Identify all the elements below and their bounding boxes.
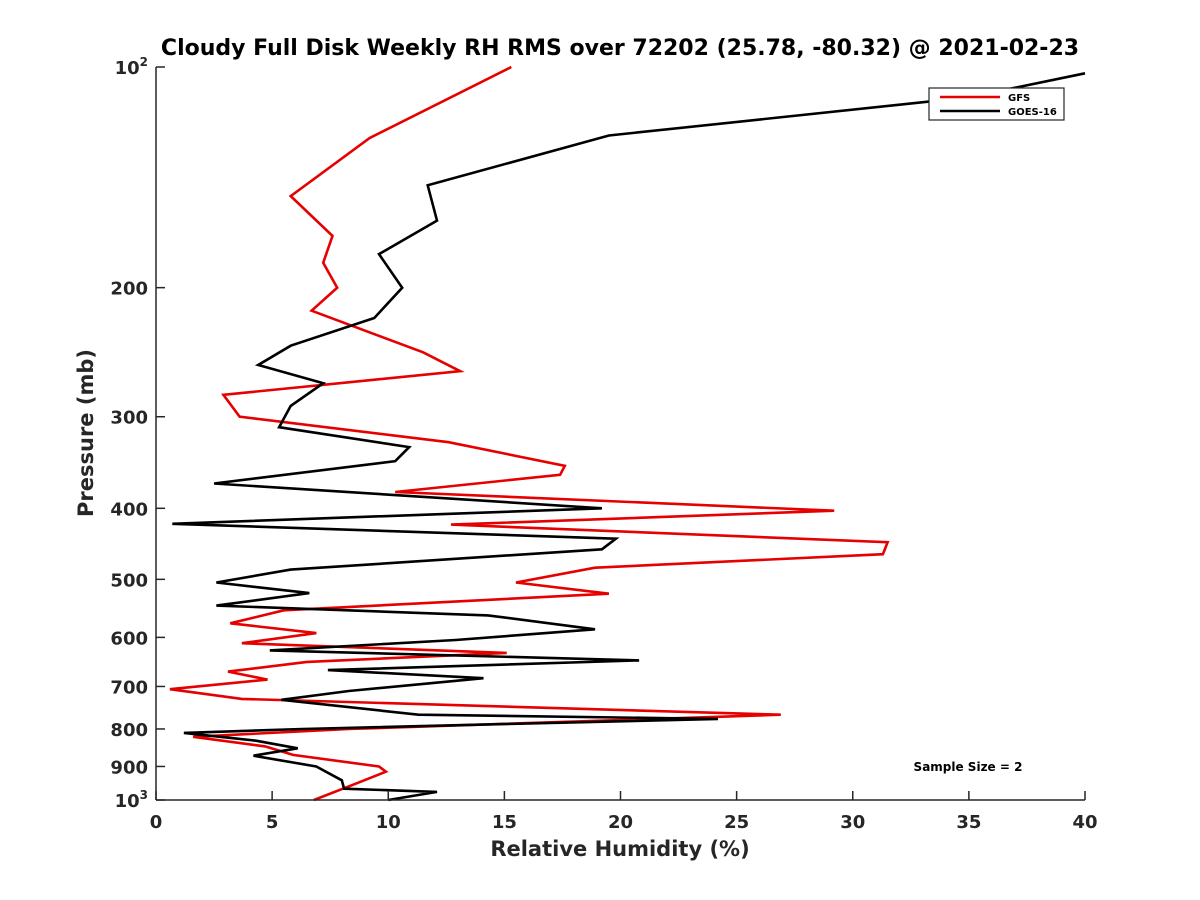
y-tick-label: 900 bbox=[110, 757, 148, 778]
x-tick-label: 15 bbox=[492, 812, 517, 833]
y-tick-label: 103 bbox=[115, 788, 148, 812]
y-axis-label: Pressure (mb) bbox=[74, 349, 98, 517]
plot-axes bbox=[155, 67, 1085, 801]
chart-title: Cloudy Full Disk Weekly RH RMS over 7220… bbox=[161, 36, 1079, 61]
y-tick-label: 300 bbox=[110, 408, 148, 429]
y-tick-label: 200 bbox=[110, 279, 148, 300]
x-tick-label: 30 bbox=[840, 812, 865, 833]
x-tick-label: 20 bbox=[608, 812, 633, 833]
sample-size-annotation: Sample Size = 2 bbox=[914, 760, 1023, 774]
x-tick-label: 40 bbox=[1072, 812, 1097, 833]
x-tick-label: 25 bbox=[724, 812, 749, 833]
y-tick-label: 600 bbox=[110, 628, 148, 649]
plot-lines bbox=[169, 65, 1086, 802]
x-axis-label: Relative Humidity (%) bbox=[490, 837, 749, 861]
series-line-gfs bbox=[169, 65, 890, 802]
x-ticks: 0 5 10 15 20 25 30 35 40 bbox=[150, 791, 1098, 833]
y-tick-label: 800 bbox=[110, 720, 148, 741]
x-tick-label: 35 bbox=[956, 812, 981, 833]
x-tick-label: 0 bbox=[150, 812, 163, 833]
y-tick-label: 700 bbox=[110, 677, 148, 698]
y-tick-label: 500 bbox=[110, 570, 148, 591]
legend-label-gfs: GFS bbox=[1008, 93, 1030, 104]
legend-box bbox=[928, 87, 1065, 121]
series-line-goes16 bbox=[172, 72, 1086, 802]
y-tick-label: 102 bbox=[115, 55, 148, 79]
y-ticks: 102 200 300 400 500 600 700 800 900 103 bbox=[110, 55, 165, 812]
y-tick-label: 400 bbox=[110, 499, 148, 520]
legend: GFS GOES-16 bbox=[928, 87, 1065, 121]
x-tick-label: 5 bbox=[266, 812, 279, 833]
legend-label-goes16: GOES-16 bbox=[1008, 107, 1057, 118]
x-tick-label: 10 bbox=[376, 812, 401, 833]
